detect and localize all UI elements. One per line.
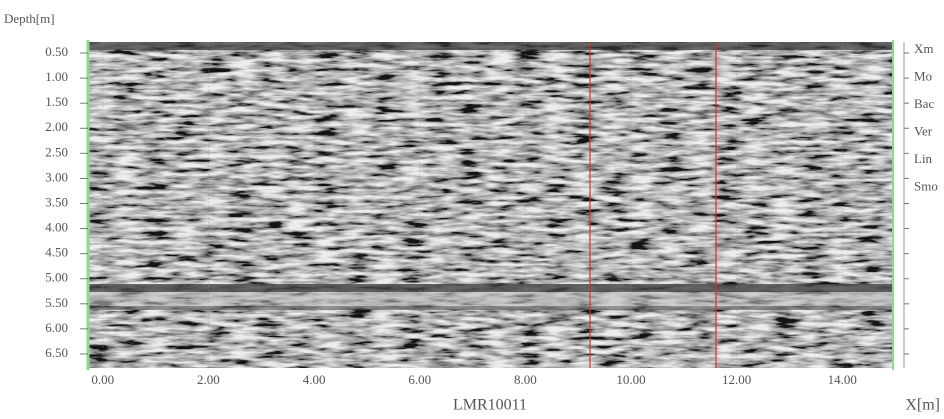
x-tick-label: 8.00: [514, 372, 537, 387]
menu-item[interactable]: Ver: [914, 123, 933, 138]
y-tick-label: 3.50: [45, 194, 68, 209]
x-tick-label: 6.00: [408, 372, 431, 387]
menu-item[interactable]: Smo: [914, 178, 938, 193]
y-tick-label: 2.00: [45, 119, 68, 134]
x-axis-label: X[m]: [905, 397, 940, 414]
y-tick-label: 1.00: [45, 69, 68, 84]
x-tick-label: 4.00: [303, 372, 326, 387]
y-tick-label: 0.50: [45, 44, 68, 59]
y-tick-label: 2.50: [45, 144, 68, 159]
x-tick-label: 2.00: [197, 372, 220, 387]
y-tick-label: 1.50: [45, 94, 68, 109]
ticks: 0.50 1.00 1.50 2.00 2.50 3.00 3.50 4.00 4.50 5.00…: [45, 42, 909, 387]
y-tick-label: 4.00: [45, 220, 68, 235]
file-name: LMR10011: [453, 397, 527, 414]
y-tick-label: 4.50: [45, 245, 68, 260]
menu-item[interactable]: Lin: [914, 151, 933, 166]
x-tick-label: 10.00: [616, 372, 645, 387]
x-tick-label: 0.00: [91, 372, 114, 387]
menu-item[interactable]: Mo: [914, 68, 932, 83]
radargram-image: [88, 42, 893, 368]
y-tick-label: 5.00: [45, 270, 68, 285]
side-menu: Xm Mo Bac Ver Lin Smo: [914, 41, 938, 194]
y-tick-label: 6.50: [45, 345, 68, 360]
menu-item[interactable]: Bac: [914, 96, 934, 111]
menu-item[interactable]: Xm: [914, 41, 934, 56]
y-tick-label: 3.00: [45, 169, 68, 184]
y-tick-label: 5.50: [45, 295, 68, 310]
y-axis-label: Depth[m]: [4, 11, 55, 26]
y-tick-label: 6.00: [45, 320, 68, 335]
x-tick-label: 14.00: [828, 372, 857, 387]
x-tick-label: 12.00: [722, 372, 751, 387]
